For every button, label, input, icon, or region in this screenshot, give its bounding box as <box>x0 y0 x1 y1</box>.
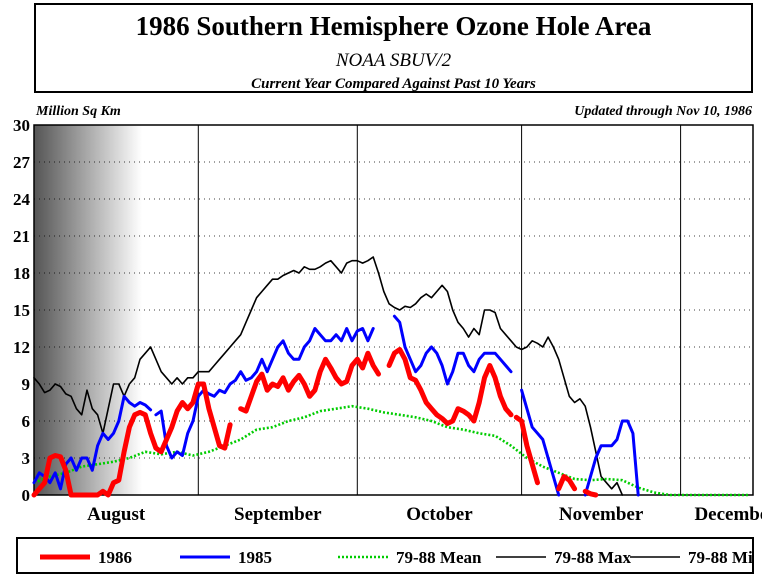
series-line-1985 <box>583 419 640 497</box>
y-tick-label: 27 <box>13 153 31 172</box>
legend-label: 79-88 Max <box>554 548 631 567</box>
series-line-1985 <box>32 394 153 491</box>
series-line-1985 <box>520 388 561 497</box>
series-line-1986 <box>582 488 599 498</box>
month-label: October <box>406 504 473 525</box>
y-tick-label: 24 <box>13 190 31 209</box>
series-line-1985 <box>154 327 375 460</box>
series-line-1986 <box>386 347 514 426</box>
y-tick-label: 15 <box>13 301 30 320</box>
chart-subtitle-2: Current Year Compared Against Past 10 Ye… <box>251 76 536 92</box>
chart-subtitle: NOAA SBUV/2 <box>335 50 452 71</box>
y-tick-label: 0 <box>22 486 31 505</box>
title-box: 1986 Southern Hemisphere Ozone Hole Area… <box>34 3 753 93</box>
series-line-1986 <box>31 381 233 498</box>
month-label: November <box>559 504 644 525</box>
y-tick-label: 3 <box>22 449 31 468</box>
month-label: September <box>234 504 322 525</box>
legend: 1986 1985 79-88 Mean 79-88 Max 79-88 Min <box>16 537 754 574</box>
y-tick-label: 18 <box>13 264 30 283</box>
legend-label: 79-88 Min <box>688 548 754 567</box>
month-label: August <box>87 504 146 525</box>
y-tick-label: 12 <box>13 338 30 357</box>
y-tick-label: 30 <box>13 116 30 135</box>
series-line-1986 <box>238 350 381 414</box>
series-line-1985 <box>392 314 513 386</box>
series-line-1986 <box>513 414 540 486</box>
month-label: December <box>694 504 762 525</box>
legend-label: 1986 <box>98 548 132 567</box>
chart-title: 1986 Southern Hemisphere Ozone Hole Area <box>135 11 652 41</box>
legend-label: 79-88 Mean <box>396 548 482 567</box>
series-line-79-88-mean <box>33 404 750 497</box>
y-axis-unit-label: Million Sq Km <box>36 104 121 119</box>
legend-label: 1985 <box>238 548 272 567</box>
series-line-79-88-max <box>33 256 624 496</box>
y-tick-label: 6 <box>22 412 31 431</box>
updated-label: Updated through Nov 10, 1986 <box>574 104 752 119</box>
series-line-1986 <box>556 474 578 492</box>
y-tick-label: 21 <box>13 227 30 246</box>
y-tick-label: 9 <box>22 375 31 394</box>
